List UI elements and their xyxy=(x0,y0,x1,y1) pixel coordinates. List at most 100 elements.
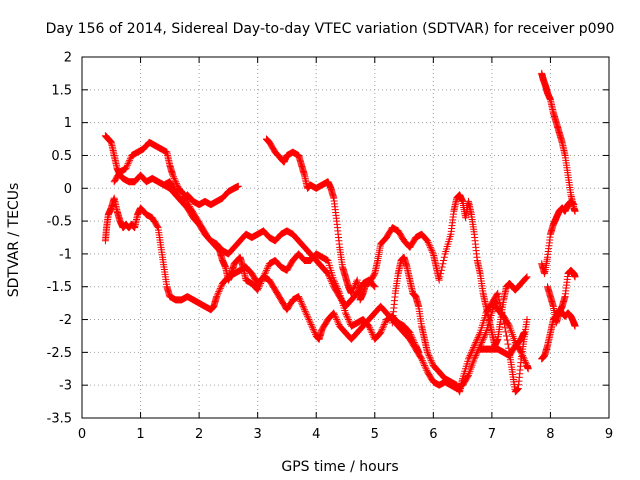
data-point xyxy=(500,316,508,324)
y-tick-label: 0 xyxy=(64,182,72,197)
data-point xyxy=(377,329,385,337)
x-tick-label: 6 xyxy=(429,427,437,442)
data-point xyxy=(471,340,479,348)
data-point xyxy=(295,294,303,302)
data-point xyxy=(308,322,316,330)
data-point xyxy=(406,329,414,337)
data-point xyxy=(296,296,304,304)
y-tick-label: 2 xyxy=(64,51,72,66)
data-point xyxy=(571,322,579,330)
data-point xyxy=(470,355,478,363)
x-tick-label: 1 xyxy=(136,427,144,442)
data-point xyxy=(216,284,224,292)
data-point xyxy=(420,360,428,368)
data-point xyxy=(368,329,376,337)
data-point xyxy=(334,319,342,327)
data-point xyxy=(181,192,189,200)
data-point xyxy=(342,309,349,317)
data-point xyxy=(367,327,375,335)
x-tick-label: 9 xyxy=(605,427,613,442)
data-point xyxy=(126,155,134,163)
data-point xyxy=(182,194,190,202)
data-point xyxy=(366,325,374,333)
data-point xyxy=(473,350,481,358)
data-point xyxy=(438,263,446,271)
data-point xyxy=(523,316,531,324)
data-point xyxy=(428,247,436,255)
data-point xyxy=(297,297,305,305)
data-point xyxy=(262,268,270,276)
plot-frame xyxy=(81,56,610,419)
data-point xyxy=(183,196,191,204)
data-point xyxy=(345,317,353,325)
series-track-5 xyxy=(262,135,531,350)
data-point xyxy=(479,335,487,343)
data-point xyxy=(470,342,478,350)
data-point xyxy=(123,163,131,171)
data-point xyxy=(348,288,356,296)
data-point xyxy=(498,309,506,317)
data-point xyxy=(124,160,132,168)
data-point xyxy=(370,282,378,290)
data-point xyxy=(381,319,389,327)
data-point xyxy=(497,306,505,314)
data-point xyxy=(328,278,336,286)
data-point xyxy=(255,283,263,291)
data-point xyxy=(213,291,221,299)
data-point xyxy=(480,334,488,342)
series-track-7 xyxy=(476,329,528,360)
data-point xyxy=(440,253,448,261)
data-point xyxy=(380,320,388,328)
data-point xyxy=(467,348,475,356)
data-point xyxy=(183,197,191,205)
data-point xyxy=(328,279,336,287)
data-point xyxy=(307,320,315,328)
data-point xyxy=(500,320,508,328)
data-point xyxy=(437,270,445,278)
data-point xyxy=(298,301,306,309)
x-tick-label: 5 xyxy=(371,427,379,442)
data-point xyxy=(257,278,265,286)
y-tick-label: -1 xyxy=(59,247,72,262)
data-point xyxy=(343,312,351,320)
data-point xyxy=(299,302,307,310)
data-point xyxy=(254,286,262,294)
y-axis-label: SDTVAR / TECUs xyxy=(6,183,22,298)
data-point xyxy=(331,312,339,320)
data-point xyxy=(302,309,310,317)
data-point xyxy=(342,311,350,319)
data-point xyxy=(571,207,579,215)
data-point xyxy=(495,296,503,304)
data-point xyxy=(254,284,262,292)
x-tick-label: 4 xyxy=(312,427,320,442)
data-point xyxy=(169,173,177,181)
data-point xyxy=(217,283,225,291)
data-point xyxy=(475,332,483,340)
data-point xyxy=(503,336,511,344)
data-point xyxy=(421,361,429,369)
data-point xyxy=(427,357,435,365)
data-point xyxy=(468,347,476,355)
y-tick-label: -2.5 xyxy=(47,346,72,361)
data-point xyxy=(469,345,477,353)
y-tick-label: -2 xyxy=(59,313,72,328)
data-point xyxy=(332,314,340,322)
data-point xyxy=(309,324,317,332)
data-point xyxy=(471,353,479,361)
x-tick-label: 2 xyxy=(195,427,203,442)
data-point xyxy=(504,340,512,348)
data-point xyxy=(523,273,531,281)
data-point xyxy=(421,363,429,371)
data-point xyxy=(304,314,312,322)
data-point xyxy=(303,312,311,320)
data-point xyxy=(429,248,437,256)
data-point xyxy=(499,312,507,320)
x-tick-label: 8 xyxy=(546,427,554,442)
data-point xyxy=(474,334,482,342)
data-point xyxy=(257,279,265,287)
data-point xyxy=(570,201,578,209)
y-tick-label: -1.5 xyxy=(47,280,72,295)
series-track-1 xyxy=(101,132,242,209)
data-point xyxy=(501,324,509,332)
